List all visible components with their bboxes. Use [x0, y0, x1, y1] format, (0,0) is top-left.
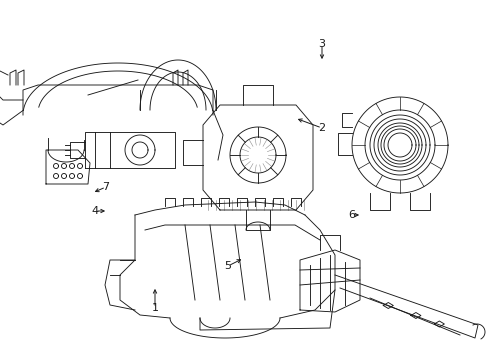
Text: 3: 3 [318, 39, 325, 49]
Text: 1: 1 [151, 303, 158, 313]
Text: 5: 5 [224, 261, 231, 271]
Text: 4: 4 [91, 206, 99, 216]
Text: 6: 6 [348, 210, 355, 220]
Text: 2: 2 [318, 123, 325, 133]
Text: 7: 7 [102, 182, 109, 192]
